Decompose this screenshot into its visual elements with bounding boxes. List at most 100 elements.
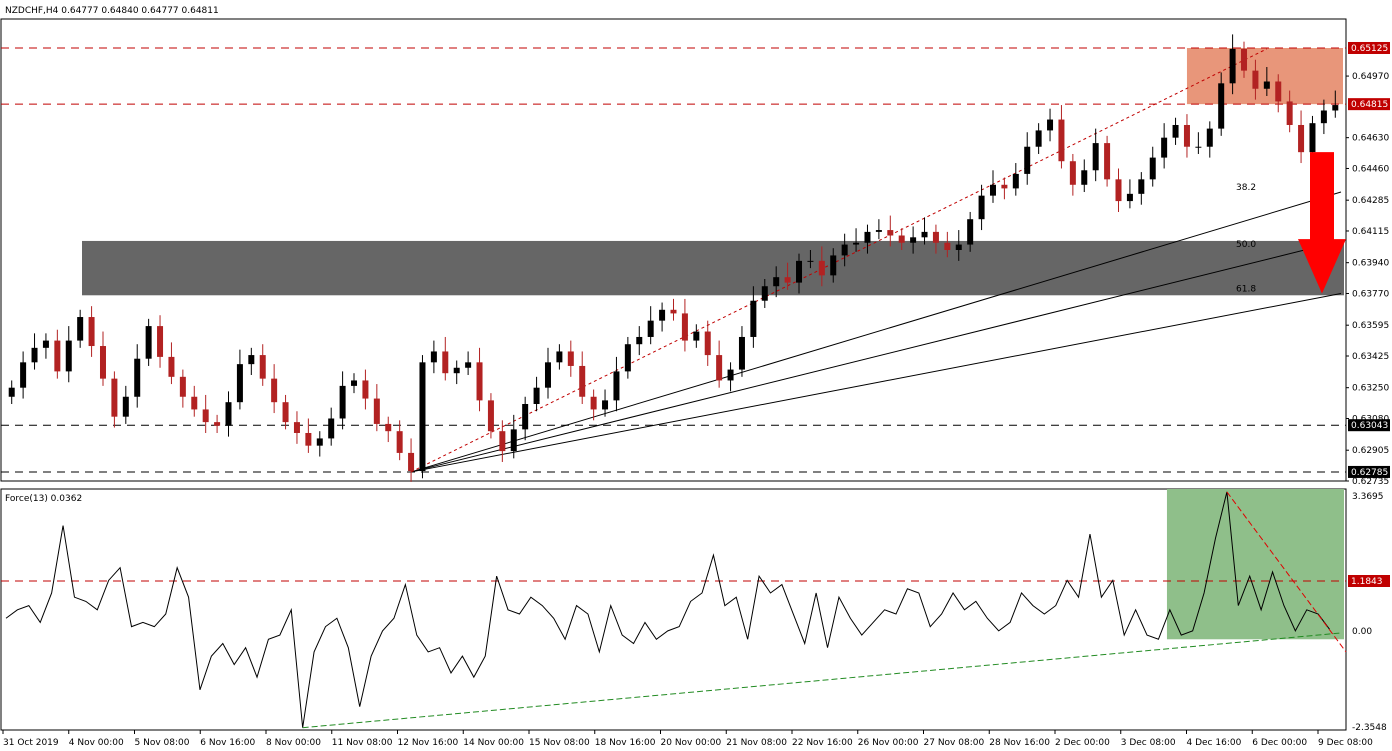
candle-body xyxy=(681,313,688,341)
candle-body xyxy=(111,378,118,417)
candle-body xyxy=(522,404,529,430)
x-tick-label: 9 Dec 08:00 xyxy=(1318,738,1373,748)
y-tick-label: 0.63595 xyxy=(1352,321,1389,331)
force-panel xyxy=(0,488,1347,731)
candle-body xyxy=(636,336,643,345)
candle-body xyxy=(1298,124,1305,153)
x-tick-label: 28 Nov 16:00 xyxy=(989,738,1050,748)
candle-body xyxy=(1104,143,1111,180)
candle-body xyxy=(773,277,780,287)
x-tick-label: 4 Nov 00:00 xyxy=(69,738,124,748)
candle-body xyxy=(910,237,917,243)
down-arrow xyxy=(1298,152,1346,294)
fib-label: 38.2 xyxy=(1236,183,1256,193)
candle-body xyxy=(408,452,415,472)
candle-body xyxy=(853,242,860,245)
candle-body xyxy=(1241,48,1248,71)
x-tick-label: 8 Nov 00:00 xyxy=(266,738,321,748)
candle-body xyxy=(293,422,300,433)
candle-body xyxy=(1024,146,1031,174)
y-tick-label: 0.64460 xyxy=(1352,164,1389,174)
candle-body xyxy=(613,371,620,401)
candle-body xyxy=(989,184,996,196)
candle-body xyxy=(864,231,871,243)
candle-body xyxy=(887,230,894,236)
candle-body xyxy=(716,355,723,381)
candle-body xyxy=(967,219,974,245)
x-tick-label: 6 Nov 16:00 xyxy=(200,738,255,748)
candle-body xyxy=(351,380,358,386)
x-tick-label: 14 Nov 00:00 xyxy=(463,738,524,748)
candle-body xyxy=(693,331,700,341)
candle-body xyxy=(202,409,209,423)
y-tick-label: 0.62735 xyxy=(1352,477,1389,487)
level-label: 0.65125 xyxy=(1351,44,1388,54)
fib-fan-line xyxy=(410,191,1342,473)
resistance-zone xyxy=(1186,47,1343,105)
candle-body xyxy=(1035,130,1042,147)
candle-body xyxy=(179,376,186,397)
x-tick-label: 27 Nov 08:00 xyxy=(924,738,985,748)
candle-body xyxy=(1218,83,1225,129)
force-zone xyxy=(1166,489,1344,640)
candle-body xyxy=(1161,137,1168,158)
candle-body xyxy=(248,355,255,365)
x-tick-label: 22 Nov 16:00 xyxy=(792,738,853,748)
candle-body xyxy=(1263,81,1270,89)
candle-body xyxy=(373,398,380,424)
candle-body xyxy=(20,362,27,388)
candle-body xyxy=(453,367,460,374)
x-tick-label: 18 Nov 16:00 xyxy=(595,738,656,748)
force-y-tick-label: 3.3695 xyxy=(1352,492,1384,502)
y-tick-label: 0.62905 xyxy=(1352,446,1389,456)
y-tick-label: 0.63770 xyxy=(1352,289,1389,299)
force-resistance-line xyxy=(1226,491,1347,653)
candle-body xyxy=(54,340,61,372)
fib-fan-line xyxy=(410,240,1342,473)
candle-body xyxy=(99,346,106,379)
candle-body xyxy=(602,400,609,410)
candle-body xyxy=(647,320,654,337)
candle-body xyxy=(362,380,369,399)
x-tick-label: 15 Nov 08:00 xyxy=(529,738,590,748)
candle-body xyxy=(339,385,346,419)
candle-body xyxy=(1058,119,1065,162)
level-tag xyxy=(1348,419,1390,432)
candle-body xyxy=(807,260,814,262)
candle-body xyxy=(214,422,221,426)
candle-body xyxy=(476,362,483,401)
symbol-header: NZDCHF,H4 0.64777 0.64840 0.64777 0.6481… xyxy=(5,6,219,16)
level-label: 0.63043 xyxy=(1351,421,1388,431)
candle-body xyxy=(875,230,882,232)
candle-body xyxy=(65,340,72,372)
candle-body xyxy=(31,347,38,363)
y-tick-label: 0.64970 xyxy=(1352,72,1389,82)
candle-body xyxy=(88,317,95,347)
candle-body xyxy=(168,356,175,377)
candle-body xyxy=(750,300,757,337)
candle-body xyxy=(442,351,449,374)
candle-body xyxy=(567,351,574,366)
candle-body xyxy=(921,231,928,238)
x-tick-label: 6 Dec 00:00 xyxy=(1252,738,1307,748)
y-tick-label: 0.63080 xyxy=(1352,414,1389,424)
candle-body xyxy=(1183,124,1190,147)
candle-body xyxy=(1149,157,1156,180)
candle-body xyxy=(784,277,791,283)
fib-label: 50.0 xyxy=(1236,240,1256,250)
candle-body xyxy=(932,231,939,243)
x-tick-label: 2 Dec 00:00 xyxy=(1055,738,1110,748)
candle-body xyxy=(590,396,597,410)
level-tag xyxy=(1348,41,1390,54)
level-tag xyxy=(1348,465,1390,478)
candle-body xyxy=(419,362,426,472)
candle-body xyxy=(704,331,711,356)
candle-body xyxy=(282,402,289,423)
candle-body xyxy=(1252,70,1259,89)
candle-body xyxy=(1229,48,1236,84)
candle-body xyxy=(1012,173,1019,189)
x-tick-label: 26 Nov 00:00 xyxy=(858,738,919,748)
y-tick-label: 0.63940 xyxy=(1352,259,1389,269)
fib-fan-line xyxy=(410,292,1342,473)
